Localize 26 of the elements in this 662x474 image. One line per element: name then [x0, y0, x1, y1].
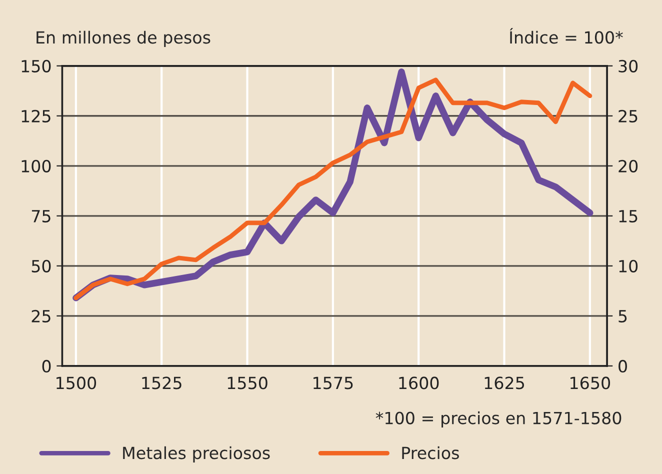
- y-tick-label: 75: [32, 210, 50, 222]
- y-axis-title: En millones de pesos: [36, 30, 210, 47]
- y2-tick-label: 20: [618, 160, 638, 172]
- y-tick-label: 25: [32, 310, 50, 322]
- x-tick-label: 1600: [399, 376, 439, 390]
- x-tick-label: 1575: [314, 376, 353, 390]
- y2-tick-label: 0: [618, 360, 627, 372]
- text: *100 = precios en 1571-1580: [376, 411, 622, 428]
- y2-axis-title: Índice = 100*: [510, 28, 623, 44]
- y-tick-label: 50: [32, 260, 51, 272]
- legend-label: Precios: [402, 446, 459, 460]
- y-tick-label: 0: [42, 360, 51, 372]
- y-tick-label: 150: [22, 60, 51, 72]
- x-tick-label: 1550: [228, 376, 268, 390]
- y2-tick-label: 30: [618, 60, 638, 72]
- x-tick-label: 1625: [484, 376, 524, 390]
- y2-tick-label: 10: [619, 260, 638, 272]
- x-tick-label: 1525: [142, 376, 182, 390]
- legend-label: Metales preciosos: [123, 446, 270, 462]
- y-tick-label: 125: [22, 110, 50, 122]
- y2-tick-label: 15: [619, 210, 638, 222]
- y2-tick-label: 25: [618, 110, 638, 122]
- y-tick-label: 100: [22, 160, 51, 172]
- y2-tick-label: 5: [618, 310, 627, 322]
- x-tick-label: 1500: [56, 376, 96, 390]
- x-tick-label: 1650: [570, 376, 610, 390]
